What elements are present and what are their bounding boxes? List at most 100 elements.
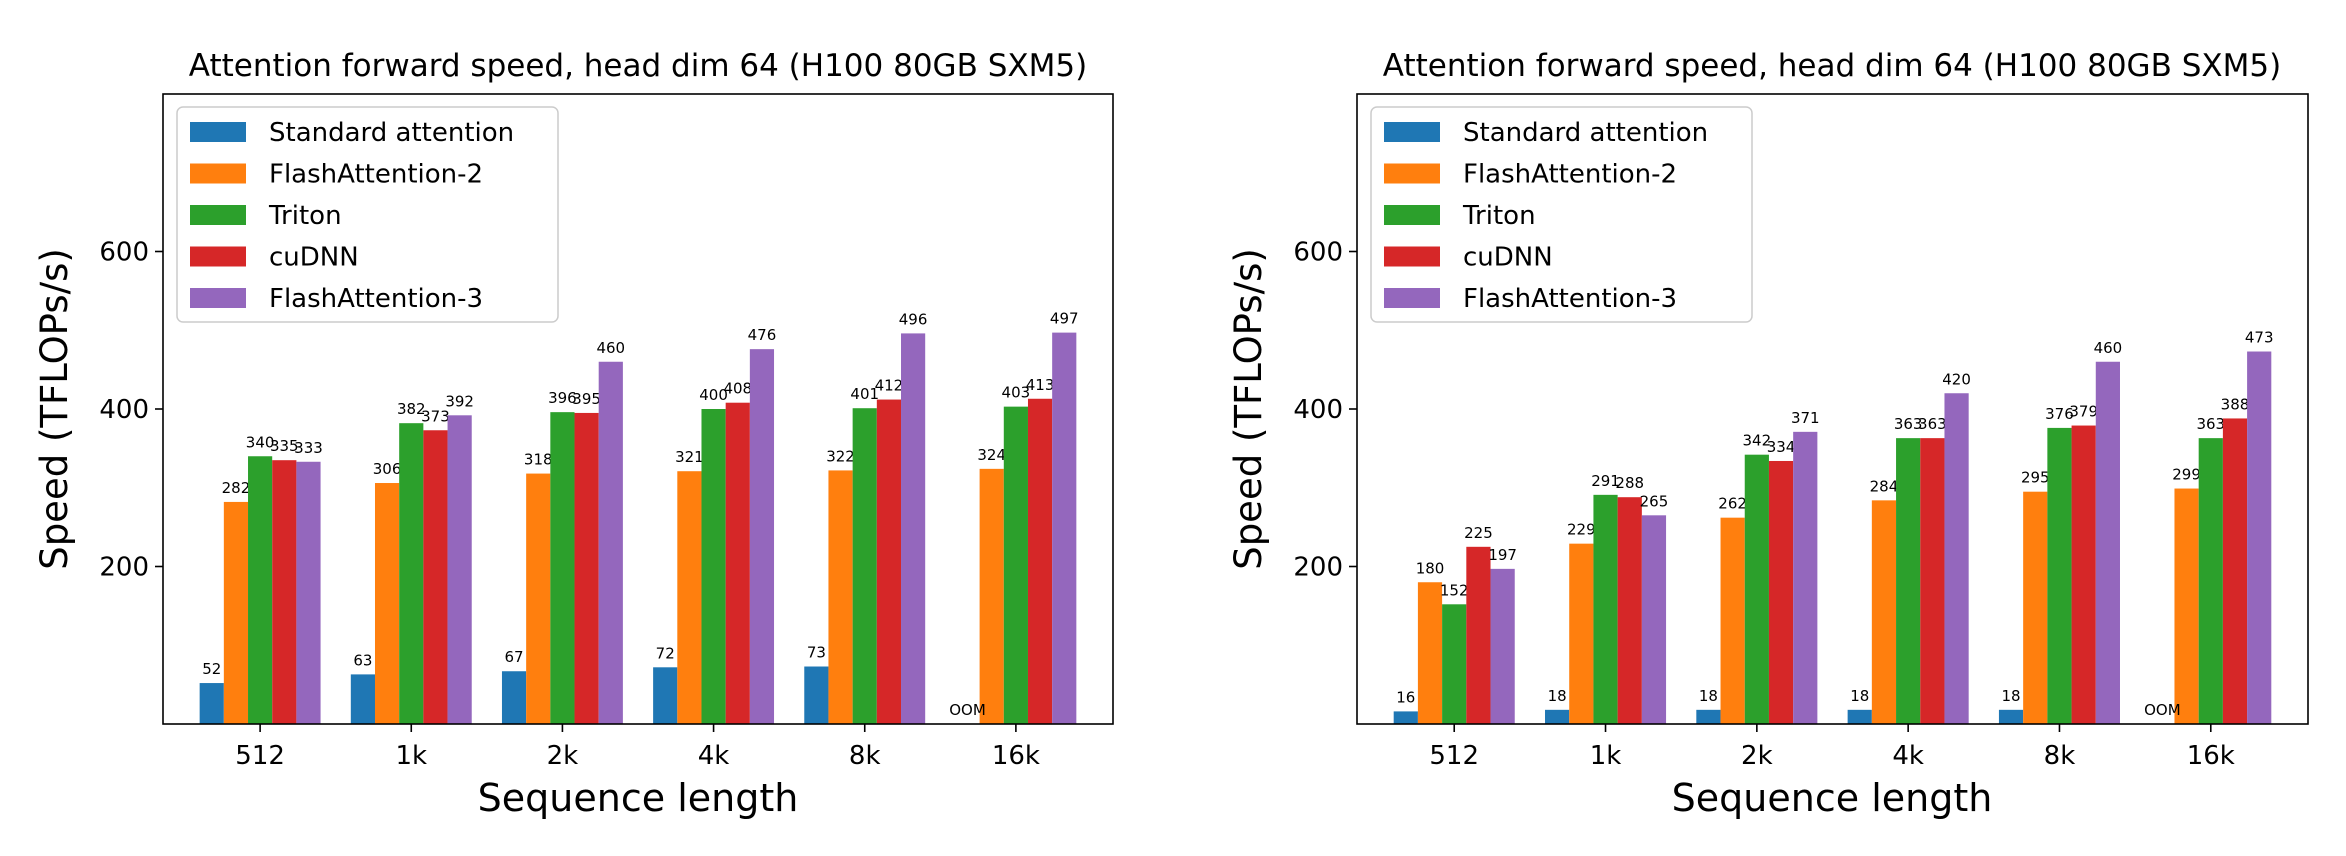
chart-2-bar-label: 284 xyxy=(1870,477,1899,495)
chart-2-legend-label: Triton xyxy=(1462,201,1536,231)
chart-2-bar xyxy=(2247,351,2272,724)
chart-1-bar xyxy=(749,349,775,724)
chart-1-bar xyxy=(876,399,901,724)
chart-1-legend-swatch xyxy=(190,246,246,267)
chart-1-xtick-label: 16k xyxy=(992,741,1040,771)
chart-2-bar-label: 388 xyxy=(2221,395,2250,413)
chart-1-ytick-label: 200 xyxy=(99,553,149,583)
chart-2-bar xyxy=(1490,568,1515,724)
chart-2-bar xyxy=(1944,393,1969,724)
chart-2-legend-swatch xyxy=(1384,246,1440,267)
chart-1-bar-label: 403 xyxy=(1002,384,1031,402)
chart-1-bar-label: 373 xyxy=(421,407,450,425)
chart-2-bar xyxy=(2095,361,2120,724)
chart-2-bar-label: 225 xyxy=(1464,524,1493,542)
chart-1-bar-label: 72 xyxy=(656,644,675,662)
chart-1-xtick-label: 4k xyxy=(698,741,730,771)
chart-2-bar xyxy=(1569,543,1594,724)
chart-1-bar xyxy=(1027,398,1053,724)
chart-1-series-3: 335 373 395 408 412 413 xyxy=(270,376,1054,724)
chart-1-legend-label: cuDNN xyxy=(269,243,359,273)
chart-1-bar xyxy=(399,423,424,724)
chart-1-bar-label: 460 xyxy=(596,339,625,357)
chart-2-oom-annotation: OOM xyxy=(2144,701,2181,719)
chart-2-bar-label: 18 xyxy=(1699,687,1718,705)
chart-1-ylabel: Speed (TFLOPs/s) xyxy=(33,248,76,570)
chart-1-bar xyxy=(677,471,702,724)
chart-2-series-2: 152 291 342 363 376 363 xyxy=(1440,405,2225,724)
chart-1-bar-label: 400 xyxy=(699,386,728,404)
chart-1-bar-label: 413 xyxy=(1026,376,1055,394)
chart-1-bar-label: 412 xyxy=(875,377,904,395)
chart-1-series-2: 340 382 396 400 401 403 xyxy=(246,384,1030,724)
chart-2-xlabel: Sequence length xyxy=(1672,776,1993,820)
chart-1-bar xyxy=(350,674,375,724)
chart-2-legend-box xyxy=(1370,106,1753,323)
chart-1-bar-label: 395 xyxy=(572,390,601,408)
chart-1-bar-label: 476 xyxy=(748,326,777,344)
chart-1-bar xyxy=(701,409,726,724)
chart-2-bar xyxy=(1720,517,1745,724)
chart-2-bar-label: 16 xyxy=(1396,688,1415,706)
chart-1-legend-swatch xyxy=(190,205,246,225)
chart-1-bar-label: 396 xyxy=(548,389,577,407)
chart-2-bar xyxy=(1417,582,1443,724)
chart-2-bar-label: 363 xyxy=(1894,415,1923,433)
chart-2-bar xyxy=(1442,604,1467,724)
chart-1-bar xyxy=(1003,406,1028,724)
chart-2-bar xyxy=(1998,709,2024,724)
chart-1-legend-box xyxy=(176,106,559,323)
chart-1-bar xyxy=(901,333,926,724)
chart-2-series-1: 180 229 262 284 295 299 xyxy=(1416,466,2201,724)
chart-1-bar-label: 496 xyxy=(899,310,928,328)
chart-2-xtick-label: 16k xyxy=(2187,741,2235,771)
chart-1-bar-label: 322 xyxy=(826,447,855,465)
chart-2-bar xyxy=(1393,711,1418,724)
chart-1-bar xyxy=(199,683,224,724)
chart-1-legend-swatch xyxy=(190,163,246,184)
chart-1-title: Attention forward speed, head dim 64 (H1… xyxy=(189,48,1087,84)
chart-1-xtick-label: 512 xyxy=(235,741,285,771)
chart-2-legend-label: Standard attention xyxy=(1463,118,1708,148)
chart-1-bar-label: 306 xyxy=(373,460,402,478)
chart-2-ytick-label: 600 xyxy=(1293,238,1343,268)
chart-2-ylabel: Speed (TFLOPs/s) xyxy=(1227,248,1270,570)
chart-2-bar xyxy=(1744,454,1769,724)
chart-1-series-4: 333 392 460 476 496 497 xyxy=(294,310,1079,724)
chart-2-ytick-label: 400 xyxy=(1293,395,1343,425)
chart-2-xtick-label: 4k xyxy=(1892,741,1924,771)
chart-1-xlabel: Sequence length xyxy=(478,776,799,820)
chart-2-xtick-label: 1k xyxy=(1590,741,1622,771)
chart-1-bar xyxy=(501,671,527,724)
chart-2-bar-label: 229 xyxy=(1567,521,1596,539)
chart-1-bar xyxy=(296,461,321,724)
chart-1-bar xyxy=(550,412,575,724)
chart-2-bar-label: 460 xyxy=(2094,339,2123,357)
chart-2-bar-label: 379 xyxy=(2069,403,2098,421)
chart-2-bar-label: 299 xyxy=(2172,466,2201,484)
chart-1-bar xyxy=(374,483,400,724)
chart-1: 52 63 67 72 73 282 306 318 321 322 324 340 382 396 400… xyxy=(33,48,1114,820)
chart-1-bar-label: 282 xyxy=(222,479,251,497)
chart-1-bar-label: 321 xyxy=(675,448,704,466)
chart-2-bar xyxy=(2071,425,2096,724)
chart-1-bar xyxy=(979,468,1004,724)
chart-2: 16 18 18 18 18 180 229 262 284 295 299 152 291 342 363… xyxy=(1227,48,2309,820)
chart-1-bar xyxy=(828,470,853,724)
chart-2-legend-label: FlashAttention-3 xyxy=(1463,284,1677,314)
chart-1-bar xyxy=(725,402,750,724)
chart-1-legend-label: Standard attention xyxy=(269,118,514,148)
chart-1-bar-label: 73 xyxy=(807,644,826,662)
chart-1-bar-label: 335 xyxy=(270,437,299,455)
chart-1-bar-label: 333 xyxy=(294,439,323,457)
chart-2-bar xyxy=(1793,431,1818,724)
chart-2-bar xyxy=(2174,488,2199,724)
chart-2-bar-label: 342 xyxy=(1743,432,1772,450)
chart-1-oom-annotation: OOM xyxy=(949,701,986,719)
chart-1-bar-label: 497 xyxy=(1050,310,1079,328)
chart-1-bar-label: 52 xyxy=(202,660,221,678)
chart-1-bar xyxy=(1052,332,1077,724)
chart-1-bar-label: 401 xyxy=(850,385,879,403)
chart-1-xtick-label: 2k xyxy=(547,741,579,771)
chart-1-bar-label: 408 xyxy=(723,380,752,398)
